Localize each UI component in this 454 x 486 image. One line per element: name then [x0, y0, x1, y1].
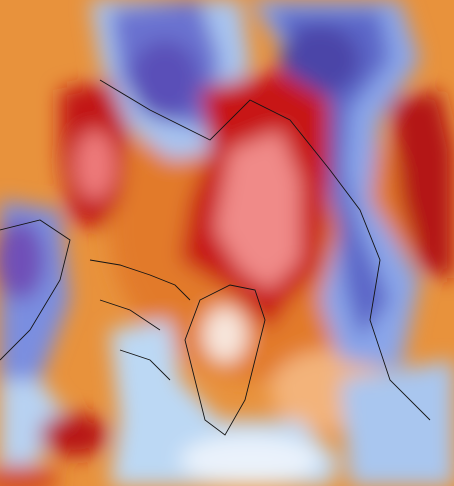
cool-area: [340, 360, 454, 486]
extreme-warm-core: [75, 130, 115, 200]
continent-coast: [99, 79, 431, 421]
neutral-area: [203, 307, 247, 363]
neutral-area: [180, 435, 320, 485]
greenland-coast: [184, 284, 266, 436]
archipelago-coast: [89, 259, 191, 381]
cool-area: [0, 380, 70, 470]
warm-core: [390, 90, 454, 280]
extreme-warm-core: [215, 130, 300, 290]
very-cold-core: [280, 25, 360, 95]
very-cold-core: [0, 220, 45, 300]
continent-coast: [0, 219, 71, 361]
cold-band-core: [270, 10, 390, 340]
very-cold-core: [130, 40, 200, 120]
warm-area: [0, 465, 60, 486]
warm-core: [40, 413, 110, 457]
coastlines: [0, 79, 431, 436]
